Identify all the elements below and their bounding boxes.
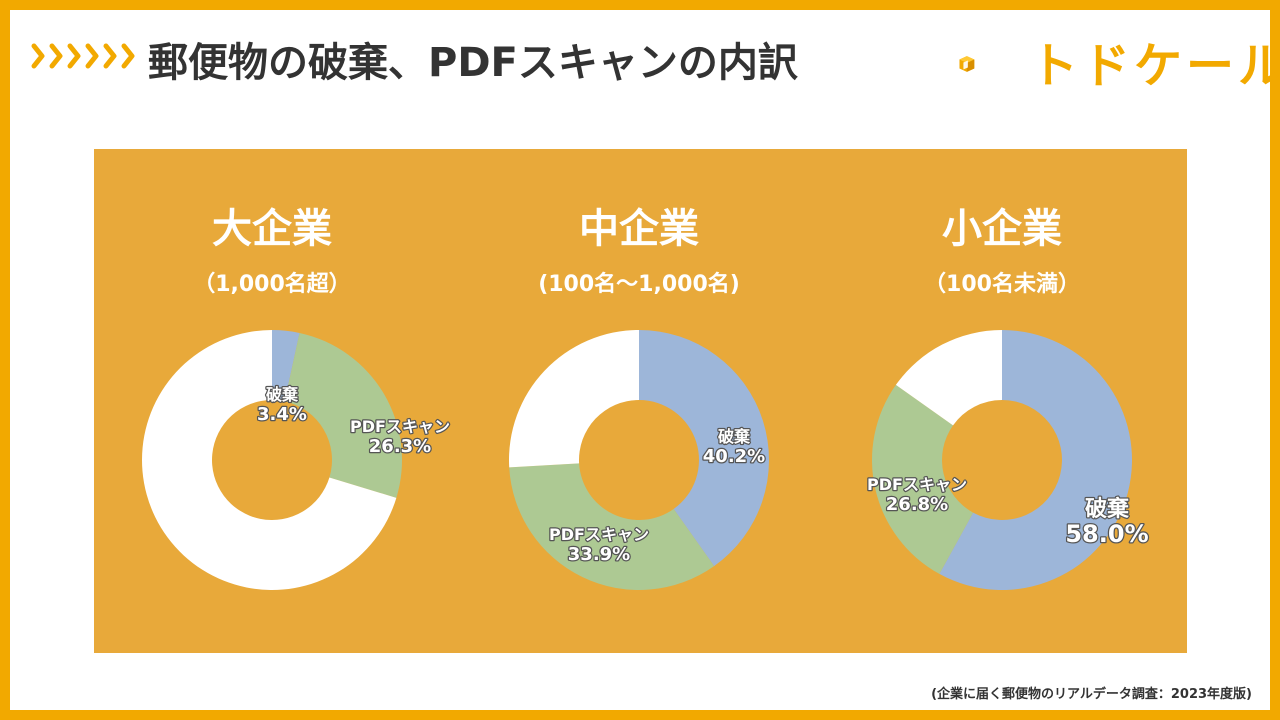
page-title: 郵便物の破棄、PDFスキャンの内訳 — [148, 40, 798, 86]
chart-subtitle: (100名〜1,000名) — [538, 272, 740, 297]
donut-slice — [639, 330, 770, 567]
donut-slice — [141, 330, 397, 590]
slice-value: 40.2% — [703, 446, 765, 467]
logo-text: トドケール — [1030, 38, 1280, 94]
slice-label: 破棄 — [718, 427, 751, 446]
chart-subtitle: （100名未満） — [924, 272, 1080, 297]
donut-slice — [284, 332, 402, 498]
donut-slice — [509, 463, 715, 590]
slice-label: 破棄 — [266, 385, 299, 404]
slice-label: 破棄 — [1085, 496, 1130, 522]
donut-slice — [939, 330, 1132, 590]
slice-label: PDFスキャン — [867, 475, 967, 494]
slice-value: 58.0% — [1065, 520, 1148, 548]
chart-title: 小企業 — [942, 206, 1062, 252]
chart-title: 中企業 — [579, 206, 699, 252]
logo-box-icon — [959, 56, 975, 72]
donut-slice — [895, 330, 1002, 426]
donut-slice — [872, 384, 974, 574]
donut-slice — [272, 330, 300, 402]
slice-value: 33.9% — [568, 544, 630, 565]
slice-value: 26.3% — [369, 436, 431, 457]
chart-title: 大企業 — [212, 206, 332, 252]
slice-label: PDFスキャン — [549, 525, 649, 544]
slice-value: 26.8% — [886, 494, 948, 515]
source-note: (企業に届く郵便物のリアルデータ調査：2023年度版) — [931, 687, 1252, 702]
donut-slice — [509, 330, 639, 468]
slice-label: PDFスキャン — [350, 417, 450, 436]
chevron-right-icon — [31, 43, 135, 69]
chart-subtitle: （1,000名超） — [193, 272, 351, 297]
slice-value: 3.4% — [257, 404, 307, 425]
